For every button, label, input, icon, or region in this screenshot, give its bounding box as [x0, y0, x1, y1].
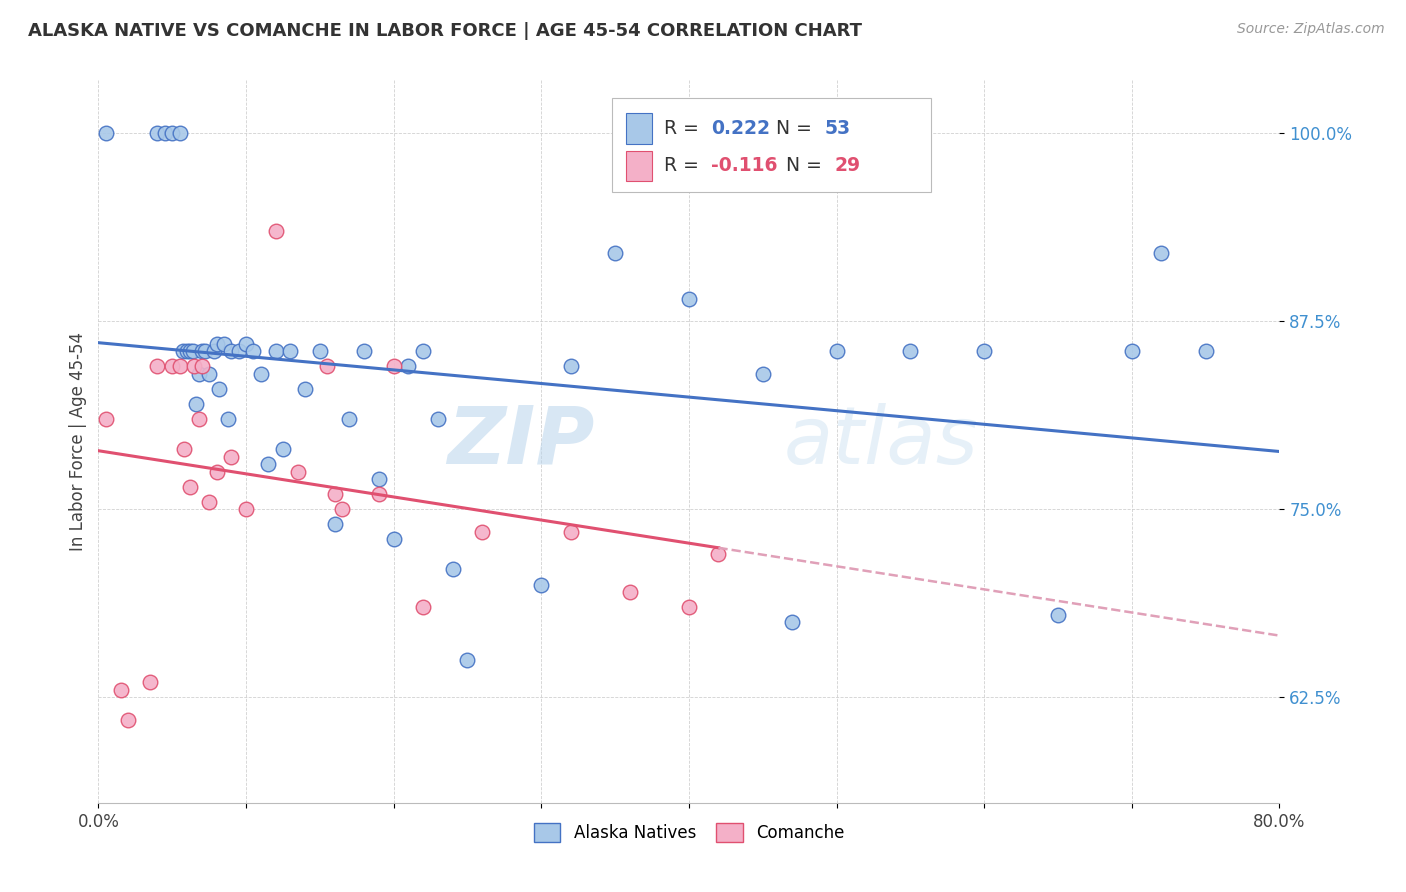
Text: atlas: atlas: [783, 402, 979, 481]
Point: [94, 126, 117, 140]
Point: [176, 344, 198, 359]
Point: [179, 480, 201, 494]
FancyBboxPatch shape: [612, 98, 931, 193]
Point: [323, 517, 346, 532]
Text: R =: R =: [664, 119, 704, 138]
Point: [264, 224, 287, 238]
Point: [471, 524, 494, 539]
Point: [560, 359, 582, 374]
Point: [221, 450, 243, 464]
Point: [412, 600, 434, 615]
Point: [162, 359, 183, 374]
Point: [441, 562, 464, 576]
Point: [605, 246, 627, 260]
Point: [235, 336, 257, 351]
Point: [1150, 246, 1173, 260]
Point: [202, 344, 225, 359]
Point: [1046, 607, 1070, 622]
Point: [427, 412, 450, 426]
Point: [139, 675, 162, 690]
Point: [825, 344, 848, 359]
Point: [678, 292, 700, 306]
Point: [530, 577, 553, 591]
Text: Source: ZipAtlas.com: Source: ZipAtlas.com: [1237, 22, 1385, 37]
Point: [191, 344, 214, 359]
Point: [271, 442, 294, 456]
Point: [191, 359, 214, 374]
Point: [205, 336, 228, 351]
Point: [316, 359, 339, 374]
Point: [294, 382, 316, 396]
Point: [382, 359, 405, 374]
Point: [382, 533, 405, 547]
Point: [221, 344, 243, 359]
Point: [368, 487, 391, 501]
Point: [198, 367, 221, 381]
Point: [208, 382, 231, 396]
Y-axis label: In Labor Force | Age 45-54: In Labor Force | Age 45-54: [69, 332, 87, 551]
Point: [194, 344, 217, 359]
Point: [280, 344, 302, 359]
Point: [242, 344, 264, 359]
Point: [183, 359, 205, 374]
Point: [257, 457, 280, 471]
Point: [678, 600, 700, 615]
Text: R =: R =: [664, 156, 704, 176]
Text: ALASKA NATIVE VS COMANCHE IN LABOR FORCE | AGE 45-54 CORRELATION CHART: ALASKA NATIVE VS COMANCHE IN LABOR FORCE…: [28, 22, 862, 40]
Point: [187, 412, 209, 426]
Point: [94, 412, 117, 426]
Point: [173, 442, 195, 456]
FancyBboxPatch shape: [626, 113, 652, 144]
Point: [1121, 344, 1143, 359]
Point: [179, 344, 201, 359]
Point: [287, 465, 309, 479]
Point: [181, 344, 204, 359]
Point: [752, 367, 775, 381]
Point: [398, 359, 420, 374]
Point: [217, 412, 239, 426]
Point: [184, 397, 207, 411]
Point: [250, 367, 273, 381]
Point: [264, 344, 287, 359]
Point: [782, 615, 804, 630]
Point: [368, 472, 391, 486]
Point: [146, 126, 169, 140]
Point: [973, 344, 995, 359]
Point: [330, 502, 353, 516]
Point: [309, 344, 332, 359]
Point: [153, 126, 176, 140]
Point: [235, 502, 257, 516]
Point: [560, 524, 582, 539]
Point: [228, 344, 250, 359]
Point: [187, 367, 209, 381]
Point: [323, 487, 346, 501]
Point: [1195, 344, 1218, 359]
Point: [457, 653, 479, 667]
Text: 29: 29: [834, 156, 860, 176]
Point: [198, 494, 221, 508]
Point: [169, 359, 191, 374]
Text: 0.222: 0.222: [711, 119, 770, 138]
Point: [353, 344, 375, 359]
Text: ZIP: ZIP: [447, 402, 595, 481]
Point: [619, 585, 641, 599]
Point: [169, 126, 191, 140]
Point: [205, 465, 228, 479]
Point: [110, 682, 132, 697]
Point: [172, 344, 194, 359]
Legend: Alaska Natives, Comanche: Alaska Natives, Comanche: [527, 816, 851, 848]
Text: N =: N =: [776, 119, 818, 138]
Point: [900, 344, 922, 359]
Point: [707, 548, 730, 562]
FancyBboxPatch shape: [626, 151, 652, 181]
Text: N =: N =: [786, 156, 828, 176]
Text: 53: 53: [825, 119, 851, 138]
Point: [146, 359, 169, 374]
Point: [339, 412, 361, 426]
Text: -0.116: -0.116: [711, 156, 778, 176]
Point: [412, 344, 434, 359]
Point: [117, 713, 139, 727]
Point: [162, 126, 183, 140]
Point: [212, 336, 235, 351]
